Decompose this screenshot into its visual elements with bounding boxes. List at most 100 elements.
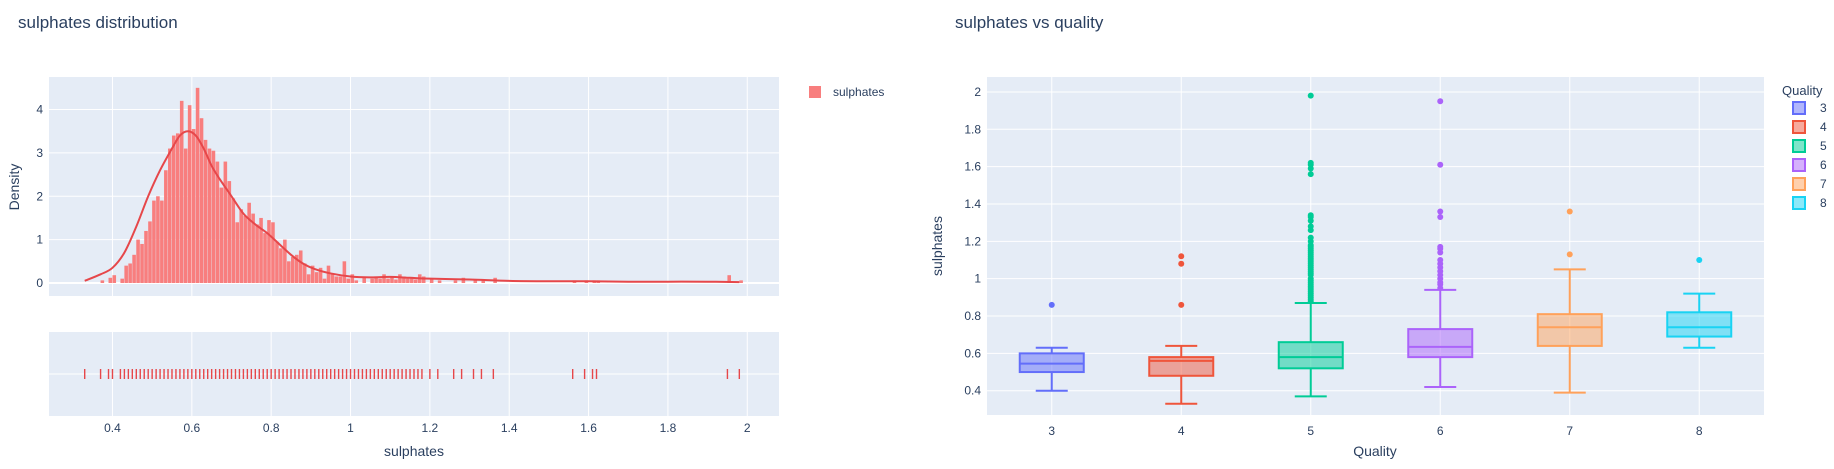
hist-bar [219, 187, 224, 283]
box-y-ticks: 0.4 0.6 0.8 1 1.2 1.4 1.6 1.8 2 [964, 85, 981, 398]
hist-bar [727, 275, 731, 283]
hist-bar [259, 217, 263, 283]
hist-bar [140, 243, 144, 283]
hist-bar [306, 274, 311, 283]
box-outlier [1437, 98, 1444, 105]
box-plot-area [987, 77, 1764, 415]
hist-bar [334, 276, 339, 283]
hist-bar [271, 222, 275, 283]
box-legend-item-5[interactable]: 5 [1792, 139, 1827, 153]
hist-bar [120, 278, 124, 283]
box-x-ticks: 3 4 5 6 7 8 [1048, 424, 1703, 438]
hist-bar [207, 148, 212, 283]
box-iqr [1666, 311, 1733, 338]
hist-bar [330, 274, 335, 283]
box-series [1018, 92, 1733, 405]
hist-legend-swatch [809, 86, 821, 98]
hist-bar [402, 276, 406, 283]
box-y-tick-label: 2 [974, 85, 981, 99]
hist-bar [314, 272, 319, 283]
box-x-tick-label: 7 [1566, 424, 1573, 438]
hist-bar [294, 254, 299, 283]
box-outlier [1437, 208, 1444, 215]
hist-bar [175, 133, 180, 283]
box-x-tick-label: 6 [1437, 424, 1444, 438]
box-legend-swatch [1792, 158, 1806, 172]
hist-bar [112, 275, 117, 283]
hist-legend[interactable]: sulphates [809, 85, 884, 99]
box-legend-label: 3 [1820, 101, 1827, 115]
box-y-tick-label: 1.6 [964, 160, 981, 174]
hist-bar [291, 256, 295, 283]
hist-bar [322, 278, 327, 283]
hist-bar [410, 277, 414, 283]
hist-bar [211, 150, 216, 283]
hist-y-axis-label: Density [6, 164, 22, 211]
kde-line [84, 130, 740, 284]
hist-bar [231, 198, 236, 283]
box-outlier [1437, 161, 1444, 168]
hist-bar [263, 233, 267, 283]
hist-bar [406, 278, 410, 283]
hist-bar [136, 239, 140, 283]
hist-bar [378, 278, 382, 283]
hist-bar [148, 221, 152, 283]
hist-bar [283, 239, 287, 283]
box-legend-label: 5 [1820, 139, 1827, 153]
hist-bar [251, 213, 255, 283]
hist-bar [461, 277, 466, 283]
box-legend-swatch [1792, 120, 1806, 134]
hist-bar [227, 181, 232, 283]
hist-y-tick-label: 3 [36, 146, 43, 160]
hist-x-axis-label: sulphates [384, 443, 444, 459]
hist-bar [168, 148, 172, 283]
box-legend-label: 8 [1820, 196, 1827, 210]
hist-bar [215, 161, 220, 283]
hist-bar [195, 87, 200, 283]
box-legend-item-4[interactable]: 4 [1792, 120, 1827, 134]
box-iqr [1536, 313, 1603, 347]
hist-bar [247, 202, 251, 283]
box-outlier [1048, 301, 1055, 308]
hist-bar [160, 200, 164, 283]
rug-marks [84, 369, 741, 379]
hist-bar [183, 148, 188, 283]
box-y-tick-label: 1.8 [964, 122, 981, 136]
hist-bar [100, 280, 105, 283]
box-legend-item-7[interactable]: 7 [1792, 177, 1827, 191]
hist-bar [429, 278, 434, 283]
box-outlier [1178, 260, 1185, 267]
hist-title: sulphates distribution [18, 13, 178, 32]
box-quality-3 [1018, 301, 1085, 392]
hist-bar [370, 278, 374, 283]
box-legend-item-6[interactable]: 6 [1792, 158, 1827, 172]
box-y-tick-label: 1.2 [964, 234, 981, 248]
hist-bar [473, 279, 478, 283]
hist-bar [437, 280, 442, 283]
hist-bar [235, 222, 240, 283]
hist-bar [171, 135, 176, 283]
hist-bar [362, 277, 366, 283]
box-legend[interactable]: Quality 3 4 5 6 7 8 [1782, 83, 1827, 210]
box-outlier [1566, 208, 1573, 215]
box-y-tick-label: 0.4 [964, 384, 981, 398]
hist-bar [739, 280, 743, 283]
hist-bar [310, 265, 315, 283]
hist-bar [191, 129, 196, 283]
hist-bar [108, 277, 113, 283]
hist-bar [255, 224, 259, 283]
box-legend-label: 7 [1820, 177, 1827, 191]
box-legend-item-8[interactable]: 8 [1792, 196, 1827, 210]
box-legend-title: Quality [1782, 83, 1823, 98]
hist-bar [223, 161, 228, 283]
hist-bar [326, 265, 331, 283]
hist-bar [243, 215, 247, 283]
hist-bar [287, 261, 291, 283]
box-legend-item-3[interactable]: 3 [1792, 101, 1827, 115]
hist-bar [390, 276, 394, 283]
hist-bar [338, 276, 343, 283]
hist-bar [421, 276, 426, 283]
hist-legend-label: sulphates [833, 85, 884, 99]
box-y-tick-label: 1 [974, 272, 981, 286]
